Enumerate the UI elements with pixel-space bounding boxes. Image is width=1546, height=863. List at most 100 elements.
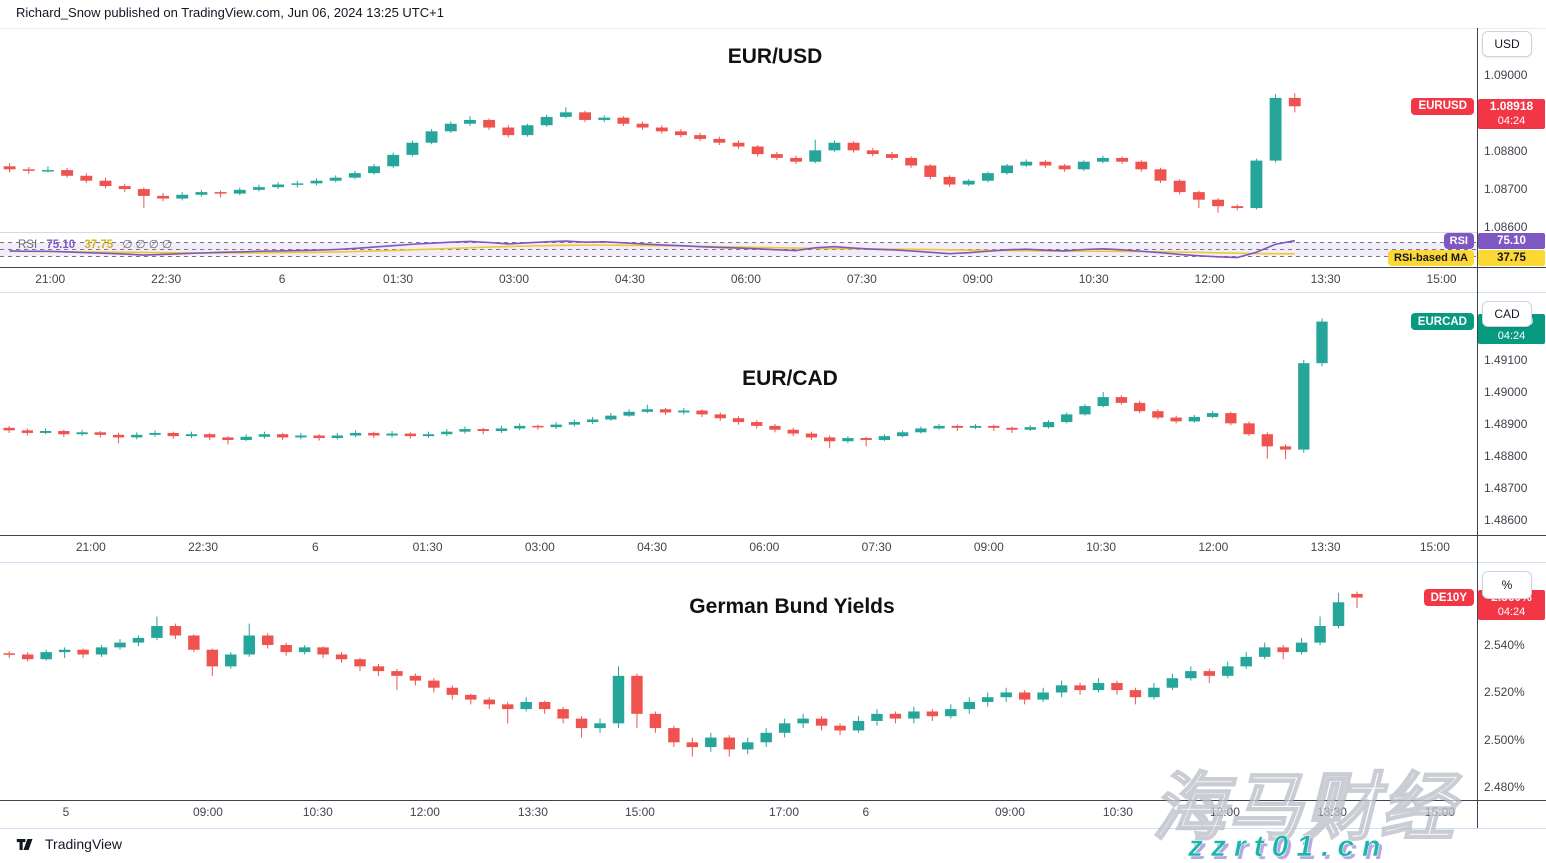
time-tick-label: 12:00	[1198, 540, 1229, 554]
candle-body	[933, 425, 945, 429]
price-axis-label: 1.48600	[1484, 512, 1528, 527]
candle-body	[80, 175, 93, 181]
time-tick-label: 06:00	[730, 272, 761, 286]
candle-body	[1298, 363, 1310, 450]
rsi-ma-legend-value: 37.75	[84, 239, 114, 251]
candle-body	[1225, 413, 1237, 424]
time-tick-label: 01:30	[383, 272, 414, 286]
time-tick-label: 09:00	[192, 805, 223, 819]
panel-separator-3	[0, 828, 1546, 829]
time-tick-label: 03:00	[524, 540, 555, 554]
candle-body	[58, 431, 70, 435]
candle-body	[61, 170, 74, 176]
candle-body	[760, 732, 772, 743]
candle-body	[559, 112, 572, 117]
time-axis-eurcad[interactable]: 21:00 22:30 6 01:30 03:00 04:30 06:00 07:30 09:0…	[0, 535, 1477, 562]
candle-body	[276, 434, 289, 438]
watermark-url: zzrt01.cn	[1188, 830, 1389, 863]
unit-button-percent[interactable]: %	[1482, 571, 1532, 599]
candle-body	[678, 410, 690, 413]
eurcad-chart-pane[interactable]	[0, 296, 1477, 535]
candle-body	[444, 123, 457, 132]
candle-body	[206, 649, 219, 667]
candle-body	[317, 647, 329, 655]
candle-body	[778, 723, 791, 733]
candle-body	[1188, 416, 1201, 422]
price-axis-label: 1.49100	[1484, 352, 1528, 367]
candle-body	[575, 718, 588, 729]
candle-body	[1148, 687, 1160, 698]
bar-countdown-eurcad: 04:24	[1497, 330, 1526, 343]
bund-chart-pane[interactable]	[0, 565, 1477, 800]
candle-body	[94, 432, 106, 435]
candle-body	[1203, 671, 1216, 676]
candle-body	[391, 671, 403, 676]
candle-body	[732, 142, 745, 147]
time-tick-label: 13:30	[1310, 540, 1341, 554]
unit-button-cad[interactable]: CAD	[1482, 301, 1532, 327]
panel-separator-1	[0, 292, 1546, 293]
candle-body	[1185, 671, 1197, 679]
candle-body	[404, 433, 416, 437]
bar-countdown-eurusd: 04:24	[1497, 114, 1526, 127]
candle-body	[428, 680, 440, 688]
price-axis-label: 2.500%	[1484, 732, 1525, 747]
time-tick-label: 17:00	[768, 805, 799, 819]
candle-body	[502, 127, 515, 136]
candle-body	[40, 652, 52, 660]
candle-body	[732, 418, 745, 423]
pane-separator[interactable]	[0, 232, 1477, 233]
candle-body	[39, 431, 52, 433]
candle-body	[331, 435, 343, 439]
time-tick-label: 15:00	[1419, 540, 1450, 554]
candle-body	[22, 169, 35, 171]
candle-body	[409, 675, 422, 681]
time-axis-eurusd[interactable]: 21:00 22:30 6 01:30 03:00 04:30 06:00 07:30 09:0…	[0, 267, 1477, 292]
candle-body	[797, 718, 809, 724]
footer: TradingView	[16, 836, 122, 852]
candle-body	[131, 434, 143, 438]
candle-body	[1166, 678, 1179, 688]
candle-body	[969, 425, 982, 428]
price-axis-label: 2.520%	[1484, 685, 1525, 700]
candle-body	[1135, 161, 1148, 170]
unit-button-usd[interactable]: USD	[1482, 31, 1532, 57]
publish-header-link[interactable]: Richard_Snow published on TradingView.co…	[16, 5, 444, 20]
candle-body	[790, 157, 802, 162]
time-tick-label: 22:30	[188, 540, 219, 554]
candle-body	[310, 180, 323, 184]
candle-body	[295, 435, 307, 438]
candle-body	[243, 635, 255, 655]
candle-body	[406, 142, 419, 155]
price-axis-label: 1.48700	[1484, 480, 1528, 495]
candle-body	[233, 189, 246, 194]
candle-body	[3, 166, 16, 170]
candle-body	[787, 429, 799, 434]
candle-body	[1206, 413, 1219, 417]
rsi-legend-value: 75.10	[46, 239, 76, 251]
rsi-flag: RSI	[1443, 232, 1474, 249]
eurusd-chart-pane[interactable]	[0, 28, 1477, 267]
candle-body	[1277, 647, 1289, 653]
price-axis-label: 1.08600	[1484, 220, 1528, 235]
time-tick-label: 13:30	[1316, 805, 1347, 819]
time-axis-bund[interactable]: 5 09:00 10:30 12:00 13:30 15:00 17:00 6 09:00 10:…	[0, 800, 1477, 828]
rsi-legend-name: RSI	[18, 239, 38, 251]
candle-body	[769, 425, 781, 430]
candle-body	[1129, 690, 1142, 698]
time-tick-label: 22:30	[151, 272, 182, 286]
candle-body	[1055, 685, 1068, 693]
candle-body	[1018, 692, 1031, 700]
tradingview-logo-icon	[16, 837, 38, 852]
tradingview-brand-link[interactable]: TradingView	[45, 836, 123, 852]
candle-body	[521, 125, 534, 136]
candle-body	[659, 409, 672, 413]
candle-body	[1020, 161, 1033, 166]
candle-body	[586, 419, 599, 423]
time-tick-label: 12:00	[409, 805, 440, 819]
time-tick-label: 6	[311, 540, 319, 554]
candle-body	[1212, 199, 1224, 207]
candle-body	[550, 424, 562, 428]
candle-body	[1006, 427, 1018, 430]
candle-body	[514, 425, 526, 429]
